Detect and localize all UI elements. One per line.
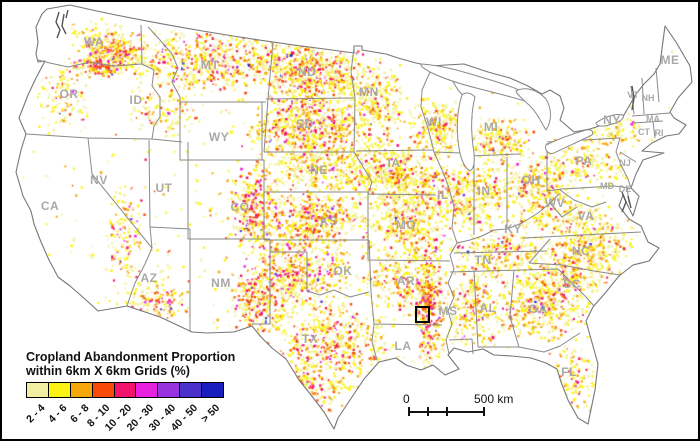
state-label-nc: NC — [571, 244, 591, 258]
state-label-tn: TN — [474, 253, 492, 267]
scale-bar-tick — [427, 407, 429, 416]
legend-swatch-4-6 — [48, 383, 71, 397]
study-area-annotation-box — [415, 306, 430, 323]
state-label-nj: NJ — [619, 158, 631, 168]
state-label-ut: UT — [155, 181, 173, 195]
legend-swatch->50 — [202, 383, 224, 397]
legend-swatch-2-4 — [27, 383, 49, 397]
scale-bar-tick — [446, 407, 448, 416]
state-label-sd: SD — [296, 117, 314, 131]
state-label-de: DE — [618, 184, 632, 194]
state-label-ri: RI — [654, 128, 664, 138]
lake-huron — [515, 88, 551, 131]
state-label-md: MD — [600, 181, 614, 191]
state-label-ky: KY — [504, 222, 522, 236]
state-label-ne: NE — [310, 163, 328, 177]
state-label-wv: WV — [544, 196, 566, 210]
state-label-fl: FL — [561, 365, 577, 379]
state-label-id: ID — [129, 93, 143, 107]
scale-bar: 0 500 km — [402, 392, 542, 422]
state-label-ma: MA — [646, 114, 660, 124]
state-label-ms: MS — [438, 304, 458, 318]
state-label-or: OR — [59, 87, 79, 101]
state-label-oh: OH — [521, 173, 541, 187]
state-label-la: LA — [394, 339, 412, 353]
legend-title-line1: Cropland Abandonment Proportion — [26, 350, 236, 364]
state-label-ga: GA — [528, 302, 548, 316]
lake-ontario — [595, 114, 624, 127]
lake-erie — [545, 129, 594, 154]
state-label-in: IN — [477, 184, 491, 198]
state-label-il: IL — [437, 188, 449, 202]
legend-swatch-10-20 — [114, 383, 137, 397]
legend-swatch-40-50 — [180, 383, 203, 397]
legend-title-line2: within 6km X 6km Grids (%) — [26, 364, 190, 378]
state-label-mn: MN — [359, 85, 379, 99]
state-label-me: ME — [660, 53, 680, 67]
state-label-pa: PA — [575, 154, 593, 168]
scale-bar-distance-label: 500 km — [474, 392, 514, 406]
state-label-ok: OK — [333, 264, 353, 278]
state-label-tx: TX — [301, 332, 319, 346]
lake-superior — [420, 63, 538, 104]
state-label-ny: NY — [603, 113, 621, 127]
state-label-mi: MI — [483, 120, 499, 134]
state-label-nm: NM — [211, 276, 231, 290]
state-label-nd: ND — [297, 65, 317, 79]
state-label-mt: MT — [200, 58, 220, 72]
legend-swatch-20-30 — [136, 383, 159, 397]
state-label-ar: AR — [396, 274, 416, 288]
state-borders — [25, 24, 671, 361]
lake-michigan — [456, 92, 476, 172]
state-label-wa: WA — [83, 35, 105, 49]
us-coastline — [15, 4, 693, 430]
state-label-vt: VT — [627, 90, 639, 100]
state-label-az: AZ — [140, 271, 158, 285]
state-label-nv: NV — [90, 173, 108, 187]
state-label-ct: CT — [638, 127, 650, 137]
great-lakes — [420, 63, 624, 172]
state-label-al: AL — [479, 301, 497, 315]
state-label-sc: SC — [563, 277, 581, 291]
scale-bar-zero-label: 0 — [403, 392, 410, 406]
legend-title: Cropland Abandonment Proportion within 6… — [26, 350, 286, 378]
state-label-co: CO — [230, 200, 250, 214]
state-label-wy: WY — [208, 130, 230, 144]
state-label-ca: CA — [40, 199, 60, 213]
state-label-ia: IA — [387, 156, 401, 170]
state-label-mo: MO — [395, 218, 417, 232]
state-label-ks: KS — [320, 214, 338, 228]
state-label-va: VA — [577, 209, 595, 223]
legend-swatch-30-40 — [158, 383, 181, 397]
state-label-wi: WI — [426, 115, 442, 129]
state-label-nh: NH — [641, 93, 655, 103]
water-detail-strokes — [55, 9, 635, 213]
scale-bar-tick — [483, 407, 485, 416]
legend-swatch-6-8 — [70, 383, 93, 397]
map-legend: Cropland Abandonment Proportion within 6… — [26, 350, 286, 398]
legend-swatch-8-10 — [92, 383, 115, 397]
legend-color-ramp — [26, 382, 224, 398]
scale-bar-tick — [408, 407, 410, 416]
